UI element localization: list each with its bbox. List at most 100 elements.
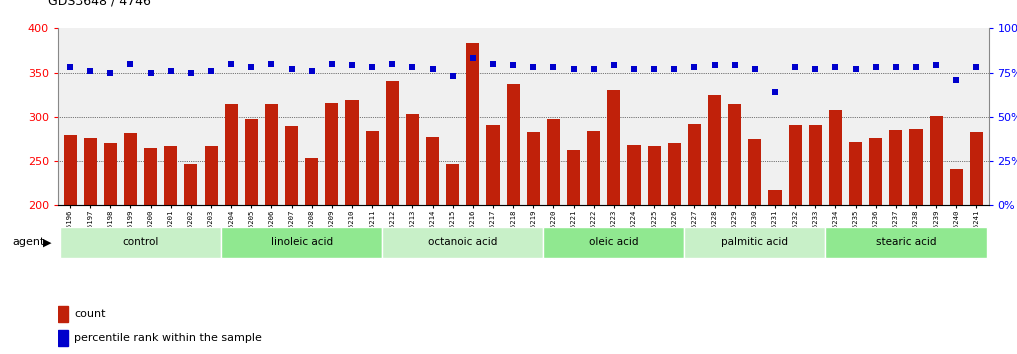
Point xyxy=(565,66,582,72)
Point xyxy=(726,63,742,68)
Bar xyxy=(849,142,862,205)
Text: control: control xyxy=(122,237,159,247)
Bar xyxy=(204,146,218,205)
Bar xyxy=(527,132,540,205)
Point xyxy=(263,61,280,67)
Point xyxy=(323,61,340,67)
Bar xyxy=(83,138,97,205)
Point xyxy=(767,89,783,95)
Text: percentile rank within the sample: percentile rank within the sample xyxy=(74,332,262,343)
Bar xyxy=(164,146,177,205)
Bar xyxy=(225,104,238,205)
Bar xyxy=(426,137,439,205)
Bar xyxy=(970,132,983,205)
Point xyxy=(586,66,602,72)
Bar xyxy=(60,227,221,258)
Point xyxy=(707,63,723,68)
Point xyxy=(746,66,763,72)
Point xyxy=(102,70,118,75)
Point xyxy=(787,64,803,70)
Bar xyxy=(627,145,641,205)
Point xyxy=(364,64,380,70)
Point xyxy=(183,70,199,75)
Text: oleic acid: oleic acid xyxy=(589,237,639,247)
Point xyxy=(444,73,461,79)
Bar xyxy=(305,158,318,205)
Bar xyxy=(587,131,600,205)
Point xyxy=(465,56,481,61)
Point xyxy=(807,66,824,72)
Bar xyxy=(221,227,382,258)
Point xyxy=(142,70,159,75)
Text: agent: agent xyxy=(12,238,45,247)
Text: linoleic acid: linoleic acid xyxy=(271,237,333,247)
Bar xyxy=(245,119,258,205)
Point xyxy=(606,63,622,68)
Text: stearic acid: stearic acid xyxy=(876,237,937,247)
Bar xyxy=(406,114,419,205)
Point xyxy=(929,63,945,68)
Point xyxy=(424,66,440,72)
Bar xyxy=(870,138,883,205)
Bar xyxy=(346,100,359,205)
Bar xyxy=(486,125,499,205)
Bar xyxy=(547,120,560,205)
Point xyxy=(908,64,924,70)
Bar xyxy=(950,169,963,205)
Bar xyxy=(668,143,680,205)
Bar xyxy=(788,125,801,205)
Bar xyxy=(446,164,460,205)
Bar xyxy=(829,110,842,205)
Point xyxy=(405,64,421,70)
Bar xyxy=(708,95,721,205)
Bar xyxy=(63,136,76,205)
Point xyxy=(888,64,904,70)
Text: count: count xyxy=(74,309,106,319)
Bar xyxy=(567,149,580,205)
Bar xyxy=(648,146,661,205)
Bar xyxy=(506,84,520,205)
Point xyxy=(545,64,561,70)
Point xyxy=(243,64,259,70)
Point xyxy=(304,68,320,74)
Text: ▶: ▶ xyxy=(43,238,51,247)
Text: palmitic acid: palmitic acid xyxy=(721,237,788,247)
Bar xyxy=(264,104,278,205)
Bar xyxy=(467,44,479,205)
Bar xyxy=(749,139,762,205)
Point xyxy=(344,63,360,68)
Point xyxy=(223,61,239,67)
Bar xyxy=(124,133,137,205)
Bar xyxy=(325,103,339,205)
Bar xyxy=(58,306,68,322)
Point xyxy=(666,66,682,72)
Bar xyxy=(543,227,684,258)
Bar xyxy=(728,104,741,205)
Point xyxy=(847,66,863,72)
Point xyxy=(122,61,138,67)
Bar xyxy=(809,125,822,205)
Bar xyxy=(385,81,399,205)
Bar xyxy=(366,131,378,205)
Point xyxy=(827,64,843,70)
Bar xyxy=(607,90,620,205)
Point xyxy=(625,66,642,72)
Bar xyxy=(58,330,68,346)
Text: octanoic acid: octanoic acid xyxy=(428,237,497,247)
Point xyxy=(868,64,884,70)
Point xyxy=(384,61,401,67)
Point xyxy=(203,68,220,74)
Bar xyxy=(826,227,986,258)
Text: GDS3648 / 4746: GDS3648 / 4746 xyxy=(48,0,151,7)
Point xyxy=(968,64,984,70)
Bar xyxy=(184,164,197,205)
Point xyxy=(62,64,78,70)
Bar xyxy=(144,148,158,205)
Point xyxy=(646,66,662,72)
Point xyxy=(505,63,522,68)
Bar xyxy=(909,129,922,205)
Bar xyxy=(285,126,298,205)
Point xyxy=(686,64,703,70)
Bar xyxy=(889,130,902,205)
Point xyxy=(525,64,541,70)
